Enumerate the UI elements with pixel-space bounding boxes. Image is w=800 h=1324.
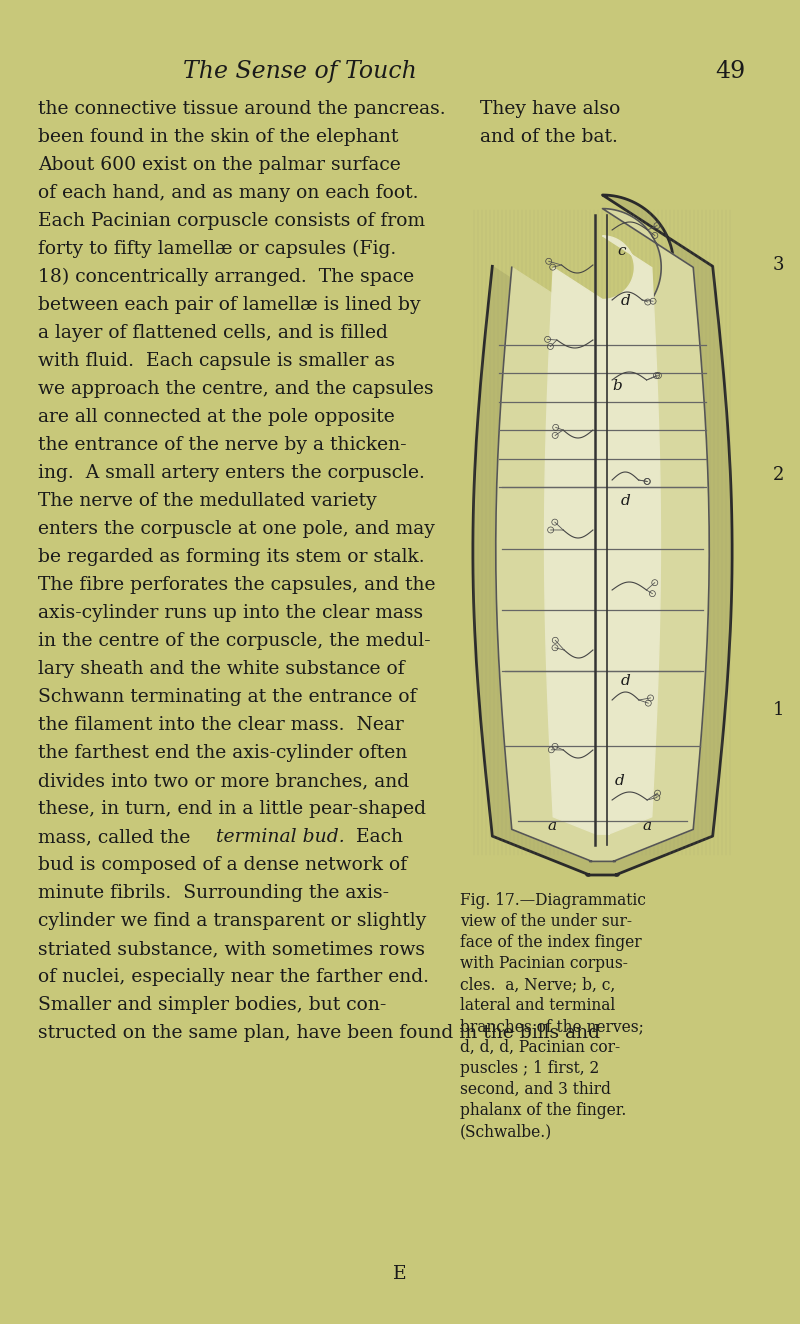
Text: face of the index finger: face of the index finger — [460, 933, 642, 951]
Text: Each: Each — [344, 828, 403, 846]
Polygon shape — [545, 236, 661, 834]
Text: ing.  A small artery enters the corpuscle.: ing. A small artery enters the corpuscle… — [38, 463, 425, 482]
Text: the connective tissue around the pancreas.: the connective tissue around the pancrea… — [38, 101, 446, 118]
Text: mass, called the: mass, called the — [38, 828, 196, 846]
Text: between each pair of lamellæ is lined by: between each pair of lamellæ is lined by — [38, 297, 421, 314]
Text: d: d — [621, 294, 630, 308]
Text: a: a — [642, 820, 652, 833]
Polygon shape — [496, 209, 710, 862]
Text: cles.  a, Nerve; b, c,: cles. a, Nerve; b, c, — [460, 976, 615, 993]
Text: 49: 49 — [715, 60, 745, 83]
Text: puscles ; 1 first, 2: puscles ; 1 first, 2 — [460, 1061, 599, 1076]
Text: Schwann terminating at the entrance of: Schwann terminating at the entrance of — [38, 688, 417, 706]
Text: They have also: They have also — [480, 101, 620, 118]
Text: divides into two or more branches, and: divides into two or more branches, and — [38, 772, 409, 790]
Text: E: E — [393, 1264, 407, 1283]
Text: lateral and terminal: lateral and terminal — [460, 997, 615, 1014]
Text: axis-cylinder runs up into the clear mass: axis-cylinder runs up into the clear mas… — [38, 604, 423, 622]
Text: we approach the centre, and the capsules: we approach the centre, and the capsules — [38, 380, 434, 399]
Text: d, d, d, Pacinian cor-: d, d, d, Pacinian cor- — [460, 1039, 620, 1057]
Text: minute fibrils.  Surrounding the axis-: minute fibrils. Surrounding the axis- — [38, 884, 389, 902]
Text: be regarded as forming its stem or stalk.: be regarded as forming its stem or stalk… — [38, 548, 425, 565]
Text: enters the corpuscle at one pole, and may: enters the corpuscle at one pole, and ma… — [38, 520, 435, 538]
Text: 18) concentrically arranged.  The space: 18) concentrically arranged. The space — [38, 267, 414, 286]
Text: 3: 3 — [773, 256, 785, 274]
Text: branches of the nerves;: branches of the nerves; — [460, 1018, 644, 1035]
Text: the farthest end the axis-cylinder often: the farthest end the axis-cylinder often — [38, 744, 407, 763]
Text: and of the bat.: and of the bat. — [480, 128, 618, 146]
Text: cylinder we find a transparent or slightly: cylinder we find a transparent or slight… — [38, 912, 426, 929]
Text: d: d — [621, 494, 630, 508]
Text: a layer of flattened cells, and is filled: a layer of flattened cells, and is fille… — [38, 324, 388, 342]
Text: second, and 3 third: second, and 3 third — [460, 1080, 611, 1098]
Text: phalanx of the finger.: phalanx of the finger. — [460, 1102, 626, 1119]
Text: Each Pacinian corpuscle consists of from: Each Pacinian corpuscle consists of from — [38, 212, 425, 230]
Text: with fluid.  Each capsule is smaller as: with fluid. Each capsule is smaller as — [38, 352, 395, 369]
Text: bud is composed of a dense network of: bud is composed of a dense network of — [38, 857, 407, 874]
Text: been found in the skin of the elephant: been found in the skin of the elephant — [38, 128, 398, 146]
Text: view of the under sur-: view of the under sur- — [460, 914, 632, 929]
Text: Smaller and simpler bodies, but con-: Smaller and simpler bodies, but con- — [38, 996, 386, 1014]
Text: the filament into the clear mass.  Near: the filament into the clear mass. Near — [38, 716, 404, 733]
Text: Fig. 17.—Diagrammatic: Fig. 17.—Diagrammatic — [460, 892, 646, 910]
Polygon shape — [473, 195, 732, 875]
Text: terminal bud.: terminal bud. — [216, 828, 345, 846]
Text: these, in turn, end in a little pear-shaped: these, in turn, end in a little pear-sha… — [38, 800, 426, 818]
Text: with Pacinian corpus-: with Pacinian corpus- — [460, 955, 628, 972]
Text: lary sheath and the white substance of: lary sheath and the white substance of — [38, 659, 405, 678]
Text: d: d — [614, 775, 624, 788]
Text: The Sense of Touch: The Sense of Touch — [183, 60, 417, 83]
Text: a: a — [547, 820, 557, 833]
Text: forty to fifty lamellæ or capsules (Fig.: forty to fifty lamellæ or capsules (Fig. — [38, 240, 396, 258]
Text: The nerve of the medullated variety: The nerve of the medullated variety — [38, 493, 377, 510]
Text: d: d — [621, 674, 630, 688]
Text: the entrance of the nerve by a thicken-: the entrance of the nerve by a thicken- — [38, 436, 406, 454]
Text: About 600 exist on the palmar surface: About 600 exist on the palmar surface — [38, 156, 401, 173]
Text: structed on the same plan, have been found in the bills and: structed on the same plan, have been fou… — [38, 1023, 600, 1042]
Text: 2: 2 — [773, 466, 784, 485]
Text: b: b — [613, 379, 622, 393]
Text: (Schwalbe.): (Schwalbe.) — [460, 1123, 552, 1140]
Text: striated substance, with sometimes rows: striated substance, with sometimes rows — [38, 940, 425, 959]
Text: 1: 1 — [773, 700, 785, 719]
Text: in the centre of the corpuscle, the medul-: in the centre of the corpuscle, the medu… — [38, 632, 430, 650]
Text: of each hand, and as many on each foot.: of each hand, and as many on each foot. — [38, 184, 418, 203]
Text: of nuclei, especially near the farther end.: of nuclei, especially near the farther e… — [38, 968, 429, 986]
Text: c: c — [618, 244, 626, 258]
Text: The fibre perforates the capsules, and the: The fibre perforates the capsules, and t… — [38, 576, 435, 594]
Text: are all connected at the pole opposite: are all connected at the pole opposite — [38, 408, 394, 426]
